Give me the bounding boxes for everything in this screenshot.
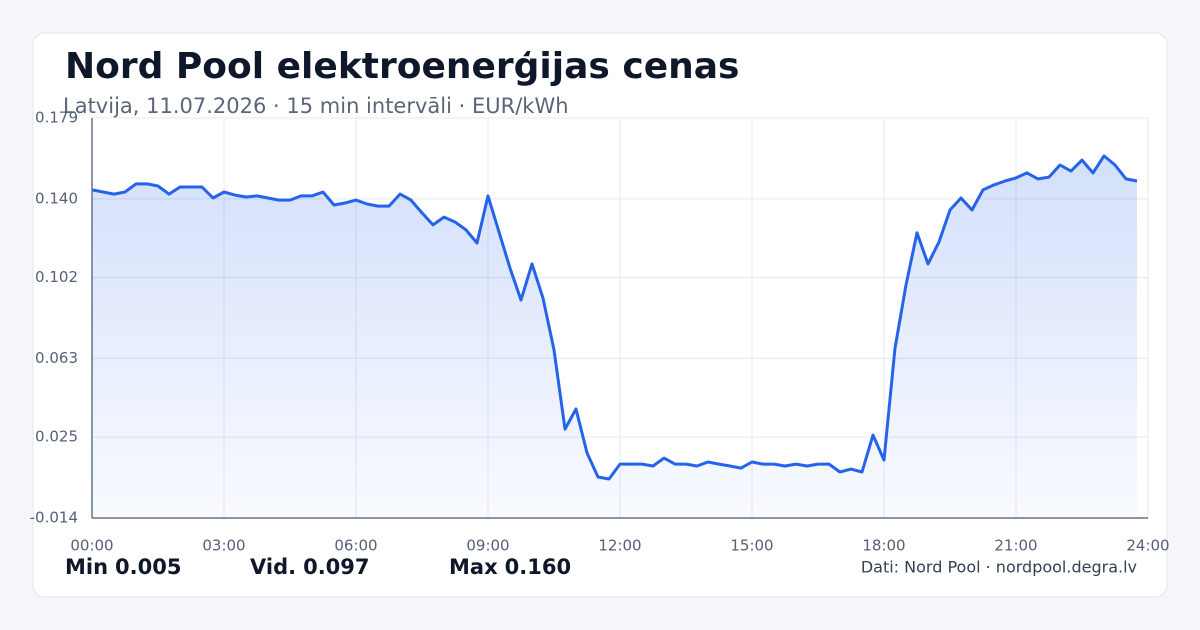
stat-label: Vid. — [250, 555, 296, 579]
stat-label: Min — [65, 555, 108, 579]
chart-subtitle: Latvija, 11.07.2026 · 15 min intervāli ·… — [63, 94, 569, 118]
stat-value: 0.160 — [505, 555, 571, 579]
x-tick-label: 03:00 — [202, 537, 245, 555]
stat-label: Max — [449, 555, 498, 579]
stat-value: 0.097 — [303, 555, 369, 579]
y-tick-label: 0.025 — [35, 428, 78, 446]
stat: Max 0.160 — [449, 555, 571, 579]
source: Dati: Nord Pool · nordpool.degra.lv — [861, 558, 1137, 577]
y-tick-label: 0.102 — [35, 268, 78, 286]
x-tick-label: 06:00 — [334, 537, 377, 555]
line-series — [91, 154, 1138, 481]
y-tick-label: 0.179 — [35, 109, 78, 127]
stat-value: 0.005 — [115, 555, 181, 579]
stat: Vid. 0.097 — [250, 555, 370, 579]
x-tick-label: 00:00 — [70, 537, 113, 555]
y-tick-label: 0.140 — [35, 189, 78, 207]
x-tick-label: 21:00 — [994, 537, 1037, 555]
x-tick-label: 12:00 — [598, 537, 641, 555]
stat: Min 0.005 — [65, 555, 181, 579]
y-tick-label: -0.014 — [30, 509, 78, 527]
x-tick-label: 18:00 — [862, 537, 905, 555]
x-tick-label: 24:00 — [1126, 537, 1169, 555]
chart-title: Nord Pool elektroenerģijas cenas — [65, 46, 739, 87]
x-tick-label: 09:00 — [466, 537, 509, 555]
y-tick-label: 0.063 — [35, 349, 78, 367]
x-tick-label: 15:00 — [730, 537, 773, 555]
area-fill — [92, 155, 1137, 518]
